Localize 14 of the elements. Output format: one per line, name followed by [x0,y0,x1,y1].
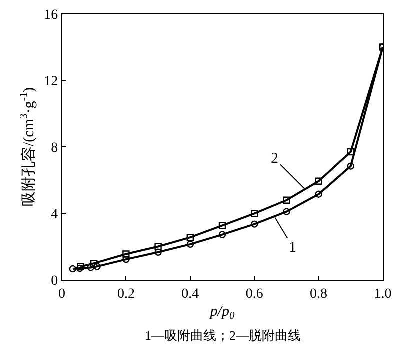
y-tick-label: 16 [44,8,58,23]
annotation: 1 [289,240,296,256]
text: 1—吸附曲线；2—脱附曲线 [145,328,301,343]
y-tick-label: 12 [44,74,58,90]
x-tick-label: 0.8 [310,286,328,302]
x-tick-label: 0.2 [117,286,135,302]
x-tick-label: 1.0 [374,286,392,302]
y-tick-label: 0 [51,274,58,289]
y-tick-label: 4 [51,207,58,222]
x-tick-label: 0.6 [246,286,264,302]
y-tick-label: 8 [51,140,58,156]
x-axis-title: p/p$_{0}$ [209,304,236,322]
x-tick-label: 0.4 [182,286,200,302]
annotation: 2 [271,151,278,167]
